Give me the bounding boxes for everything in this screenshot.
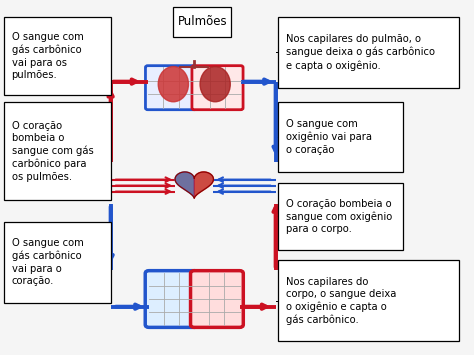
FancyBboxPatch shape [4,17,110,95]
Polygon shape [175,172,194,198]
Polygon shape [194,172,213,198]
FancyBboxPatch shape [4,222,110,302]
Polygon shape [175,172,213,198]
Text: Nos capilares do pulmão, o
sangue deixa o gás carbônico
e capta o oxigênio.: Nos capilares do pulmão, o sangue deixa … [286,34,435,71]
FancyBboxPatch shape [145,271,198,327]
FancyBboxPatch shape [146,66,197,110]
FancyBboxPatch shape [191,271,243,327]
FancyBboxPatch shape [278,183,403,250]
Text: O sangue com
gás carbônico
vai para o
coração.: O sangue com gás carbônico vai para o co… [12,238,83,286]
Text: O coração bombeia o
sangue com oxigênio
para o corpo.: O coração bombeia o sangue com oxigênio … [286,198,392,234]
Text: O sangue com
gás carbônico
vai para os
pulmões.: O sangue com gás carbônico vai para os p… [12,32,83,80]
FancyBboxPatch shape [4,102,110,200]
Ellipse shape [200,66,230,102]
FancyBboxPatch shape [173,7,231,37]
Text: Nos capilares do
corpo, o sangue deixa
o oxigênio e capta o
gás carbônico.: Nos capilares do corpo, o sangue deixa o… [286,277,396,325]
Text: O coração
bombeia o
sangue com gás
carbônico para
os pulmões.: O coração bombeia o sangue com gás carbô… [12,121,93,181]
FancyBboxPatch shape [192,66,243,110]
Text: O sangue com
oxigênio vai para
o coração: O sangue com oxigênio vai para o coração [286,119,372,155]
FancyBboxPatch shape [278,260,459,341]
Ellipse shape [158,66,189,102]
Text: Pulmões: Pulmões [178,15,227,28]
FancyBboxPatch shape [278,102,403,172]
FancyBboxPatch shape [278,17,459,88]
